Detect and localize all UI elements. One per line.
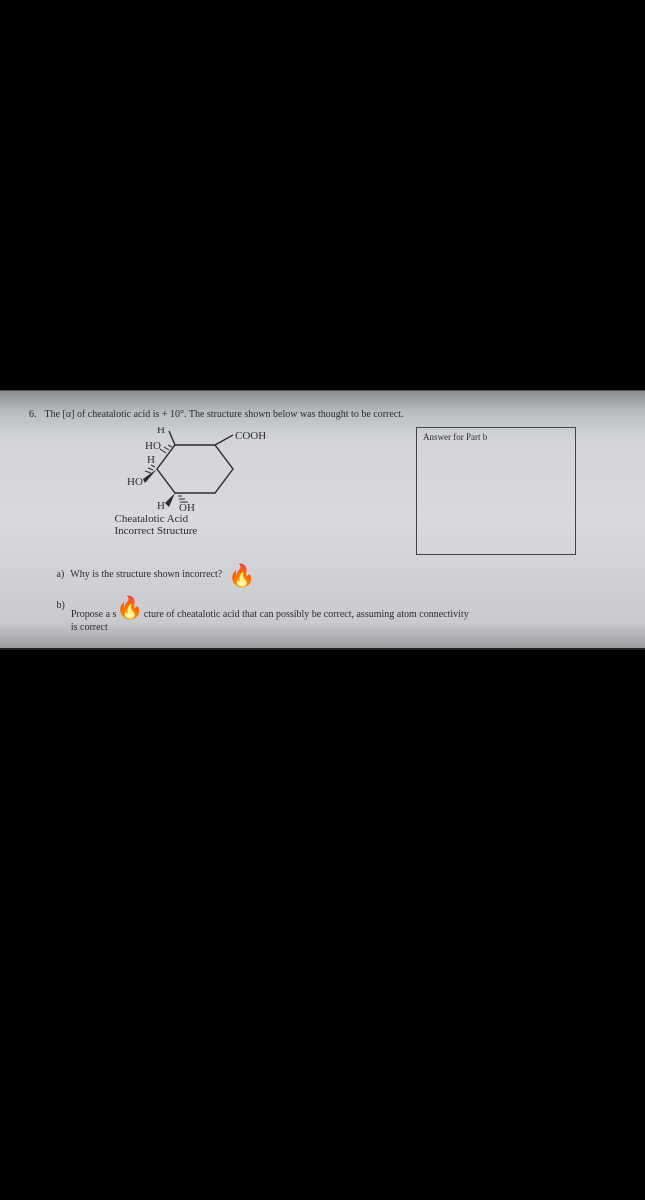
question-row: 6. The [α] of cheatalotic acid is + 10°.… — [29, 408, 616, 634]
chemical-structure-block: COOH H HO — [115, 427, 265, 537]
part-b-text-line2: is correct — [71, 622, 108, 633]
part-a-label: a) — [57, 568, 65, 581]
caption-line-1: Cheatalotic Acid — [115, 513, 265, 525]
label-h-mid: H — [147, 454, 155, 466]
question-number: 6. — [29, 408, 37, 634]
label-ho-mid: HO — [127, 476, 143, 488]
content-row: COOH H HO — [45, 427, 617, 555]
label-oh-bot: OH — [179, 502, 195, 511]
answer-box-label: Answer for Part b — [423, 432, 487, 442]
worksheet-page: 6. The [α] of cheatalotic acid is + 10°.… — [5, 396, 640, 643]
caption-line-2: Incorrect Structure — [115, 525, 265, 537]
part-b-label: b) — [57, 599, 65, 612]
part-a-row: a) Why is the structure shown incorrect?… — [57, 563, 617, 585]
fire-icon: 🔥 — [116, 597, 143, 619]
part-b-text-before: Propose a s — [71, 609, 117, 620]
fire-icon: 🔥 — [228, 565, 255, 587]
question-body: The [α] of cheatalotic acid is + 10°. Th… — [45, 408, 617, 634]
question-prompt: The [α] of cheatalotic acid is + 10°. Th… — [45, 409, 404, 420]
part-a-text: Why is the structure shown incorrect? — [70, 568, 222, 581]
answer-box-part-b: Answer for Part b — [416, 427, 576, 555]
label-ho-top: HO — [145, 440, 161, 452]
label-cooh: COOH — [235, 430, 265, 442]
part-b-row: b) Propose a s🔥cture of cheatalotic acid… — [57, 599, 617, 634]
part-b-text: Propose a s🔥cture of cheatalotic acid th… — [71, 599, 469, 634]
label-h-bot: H — [157, 500, 165, 511]
structure-caption: Cheatalotic Acid Incorrect Structure — [115, 513, 265, 537]
part-b-text-mid: cture of cheatalotic acid that can possi… — [144, 609, 469, 620]
document-visible-band: 6. The [α] of cheatalotic acid is + 10°.… — [0, 390, 645, 650]
label-h-top: H — [157, 427, 165, 436]
cheatalotic-acid-structure: COOH H HO — [115, 427, 265, 511]
